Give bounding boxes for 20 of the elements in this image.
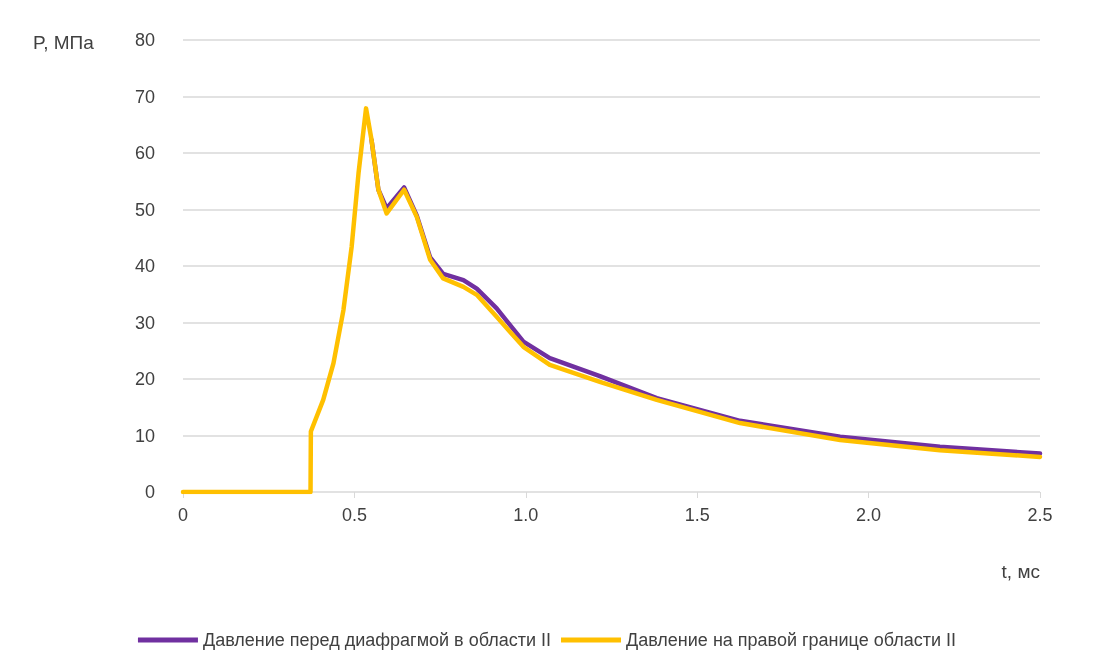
y-tick-label: 50: [134, 199, 155, 220]
y-tick-label: 0: [144, 482, 155, 502]
x-tick-label: 0.5: [341, 505, 367, 525]
y-tick-label: 60: [134, 143, 155, 163]
x-tick-label: 1.5: [684, 505, 710, 525]
x-tick-label: 2.5: [1027, 505, 1053, 525]
line-series: [180, 106, 1043, 495]
legend-label: Давление перед диафрагмой в области II: [202, 630, 552, 650]
y-tick-label: 40: [134, 256, 155, 276]
x-axis-title: t, мс: [1001, 561, 1040, 582]
y-tick-label: 70: [134, 86, 155, 107]
x-tick-label: 0: [177, 505, 189, 525]
x-tick-label: 2.0: [856, 505, 882, 525]
y-tick-label: 20: [134, 369, 155, 389]
x-tick-label: 1.0: [513, 505, 539, 525]
y-axis-title: P, МПа: [33, 32, 95, 53]
y-tick-label: 30: [134, 312, 155, 333]
y-tick-label: 10: [134, 425, 155, 446]
legend-label: Давление на правой границе области II: [626, 630, 957, 650]
y-tick-label: 80: [134, 30, 155, 50]
